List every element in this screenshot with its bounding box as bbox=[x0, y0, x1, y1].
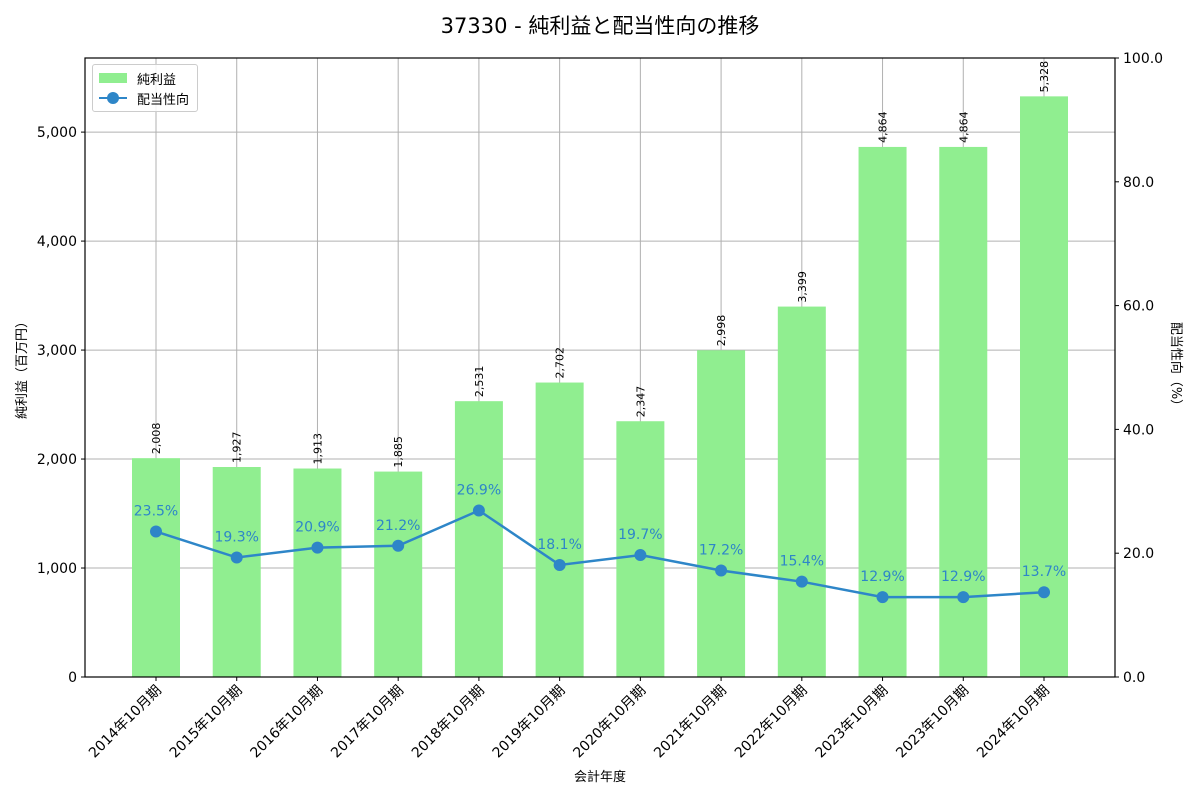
bar bbox=[454, 401, 503, 677]
payout-ratio-line bbox=[155, 509, 1045, 599]
line-marker bbox=[553, 558, 566, 571]
bar bbox=[212, 466, 261, 677]
line-marker bbox=[1038, 586, 1050, 599]
right-y-axis: 0.0 20.0 40.0 60.0 80.0 100.0 bbox=[1115, 51, 1163, 686]
right-axis-title: 配当性向（%） bbox=[1168, 322, 1184, 412]
bar bbox=[535, 382, 584, 677]
bar-value-label: 2,347 bbox=[634, 386, 647, 418]
bar-value-label: 1,927 bbox=[231, 431, 244, 463]
line-marker bbox=[472, 504, 485, 517]
left-tick-label: 4,000 bbox=[37, 234, 77, 250]
bar bbox=[132, 458, 180, 677]
line-marker bbox=[392, 539, 405, 552]
bar-value-label: 2,531 bbox=[473, 366, 486, 398]
bar bbox=[1020, 96, 1068, 677]
bar-value-label: 1,885 bbox=[392, 436, 405, 468]
payout-ratio-label: 19.7% bbox=[618, 527, 662, 543]
bar-series bbox=[132, 96, 1068, 677]
line-series: 23.5% 19.3% 20.9% 21.2% 26.9% 18.1% 19.7% 17.2%… bbox=[134, 482, 1066, 604]
bar-value-label: 2,008 bbox=[150, 423, 163, 455]
payout-ratio-label: 18.1% bbox=[537, 537, 581, 553]
payout-ratio-label: 12.9% bbox=[941, 569, 985, 585]
line-marker bbox=[634, 549, 647, 562]
right-tick-label: 40.0 bbox=[1123, 422, 1154, 438]
payout-ratio-label: 13.7% bbox=[1022, 564, 1066, 580]
payout-ratio-label: 15.4% bbox=[780, 554, 824, 570]
payout-ratio-label: 17.2% bbox=[699, 543, 743, 559]
x-tick-label: 2023年10月期 bbox=[893, 683, 972, 762]
x-tick-label: 2019年10月期 bbox=[490, 683, 569, 762]
payout-ratio-label: 20.9% bbox=[295, 520, 339, 536]
bar bbox=[697, 350, 746, 677]
x-tick-label: 2020年10月期 bbox=[570, 683, 649, 762]
left-tick-label: 5,000 bbox=[37, 125, 77, 141]
bar bbox=[293, 468, 342, 677]
bar-value-label: 1,913 bbox=[311, 433, 324, 465]
x-tick-label: 2014年10月期 bbox=[86, 683, 165, 762]
x-axis: 2014年10月期 2015年10月期 2016年10月期 2017年10月期 2018… bbox=[86, 677, 1053, 761]
x-tick-label: 2016年10月期 bbox=[247, 683, 326, 762]
payout-ratio-label: 26.9% bbox=[457, 482, 501, 498]
plot-frame bbox=[84, 57, 1116, 678]
left-axis-title: 純利益（百万円） bbox=[15, 315, 30, 419]
x-tick-label: 2018年10月期 bbox=[409, 683, 488, 762]
x-tick-label: 2023年10月期 bbox=[813, 683, 892, 762]
x-axis-title: 会計年度 bbox=[574, 769, 626, 785]
x-tick-label: 2015年10月期 bbox=[167, 683, 246, 762]
right-tick-label: 100.0 bbox=[1123, 51, 1163, 67]
payout-ratio-label: 23.5% bbox=[134, 504, 178, 520]
right-tick-label: 80.0 bbox=[1123, 175, 1154, 191]
legend-label: 配当性向 bbox=[137, 92, 190, 108]
payout-ratio-label: 19.3% bbox=[214, 530, 258, 546]
line-marker bbox=[876, 591, 889, 604]
x-tick-label: 2017年10月期 bbox=[328, 683, 407, 762]
left-tick-label: 2,000 bbox=[37, 452, 77, 468]
x-tick-label: 2021年10月期 bbox=[651, 683, 730, 762]
line-marker bbox=[311, 541, 324, 554]
x-tick-label: 2024年10月期 bbox=[974, 683, 1053, 762]
legend-label: 純利益 bbox=[137, 72, 177, 88]
payout-ratio-label: 12.9% bbox=[860, 569, 904, 585]
bar bbox=[858, 146, 907, 677]
bar bbox=[777, 306, 826, 677]
right-tick-label: 0.0 bbox=[1123, 670, 1145, 686]
bar-value-labels: 2,008 1,927 1,913 1,885 2,531 2,702 2,347 2,998… bbox=[150, 61, 1051, 468]
chart-title: 37330 - 純利益と配当性向の推移 bbox=[440, 14, 760, 38]
bar-swatch-icon bbox=[99, 73, 127, 83]
left-tick-label: 1,000 bbox=[37, 561, 77, 577]
bar bbox=[939, 146, 988, 677]
line-marker bbox=[795, 575, 808, 588]
bar-value-label: 3,399 bbox=[796, 271, 809, 303]
left-y-axis: 0 1,000 2,000 3,000 4,000 5,000 bbox=[37, 125, 85, 686]
legend: 純利益 配当性向 bbox=[92, 64, 198, 112]
bar-value-label: 2,998 bbox=[715, 315, 728, 347]
bar-value-label: 4,864 bbox=[877, 111, 890, 143]
right-tick-label: 60.0 bbox=[1123, 299, 1154, 315]
bar-value-label: 5,328 bbox=[1038, 61, 1051, 93]
left-tick-label: 0 bbox=[68, 670, 77, 686]
bar-value-label: 2,702 bbox=[554, 347, 567, 379]
bar bbox=[374, 471, 423, 677]
right-tick-label: 20.0 bbox=[1123, 546, 1154, 562]
bar-value-label: 4,864 bbox=[957, 111, 970, 143]
x-tick-label: 2022年10月期 bbox=[732, 683, 811, 762]
line-marker bbox=[715, 564, 728, 577]
line-marker-swatch-icon bbox=[99, 92, 127, 104]
line-marker bbox=[230, 551, 243, 564]
legend-item-payout-ratio: 配当性向 bbox=[99, 89, 190, 108]
line-marker bbox=[150, 525, 162, 538]
payout-ratio-label: 21.2% bbox=[376, 518, 420, 534]
left-tick-label: 3,000 bbox=[37, 343, 77, 359]
legend-item-net-income: 純利益 bbox=[99, 69, 177, 88]
line-marker bbox=[957, 591, 970, 604]
